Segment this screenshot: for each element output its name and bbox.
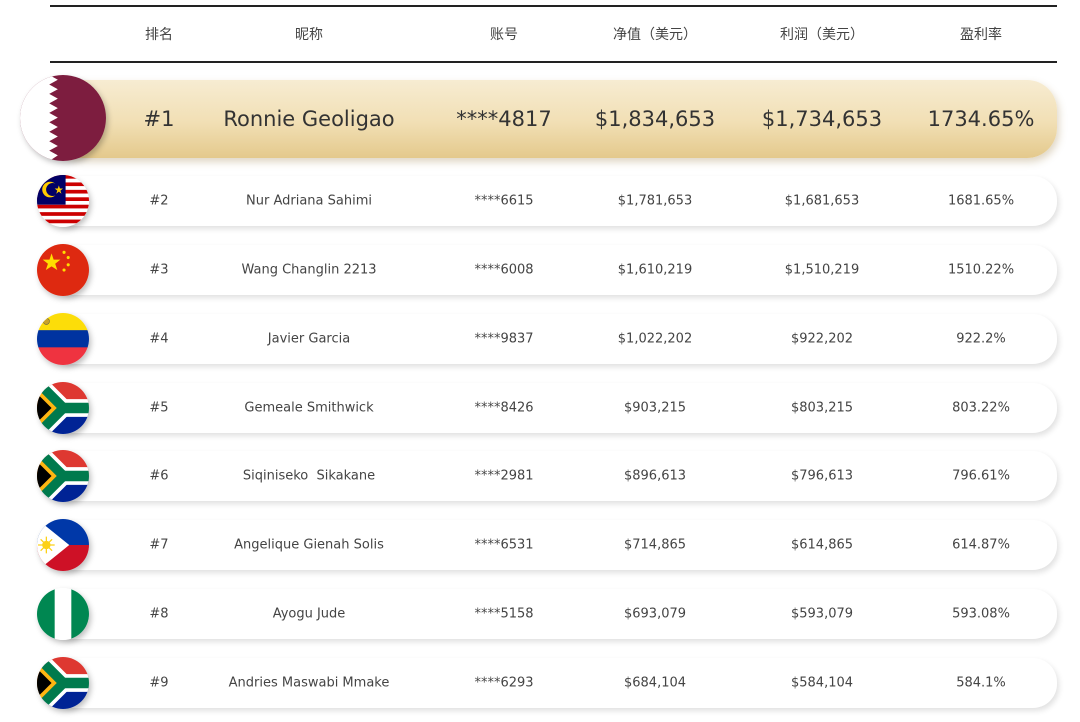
cell: $1,734,653 [761,107,883,131]
flag-art [37,657,89,710]
flag [20,75,106,161]
flag [37,175,89,227]
header-cell: 排名 [145,27,173,43]
cell: ****5158 [474,606,534,622]
cell: $693,079 [623,606,687,622]
cell: $803,215 [790,400,854,416]
cell: Ayogu Jude [272,606,346,622]
cell: #1 [143,107,175,131]
cell: #7 [149,537,169,553]
header-cell: 利润（美元） [780,27,864,43]
row: #9 Andries Maswabi Mmake ****6293 $684,104 $… [50,658,1057,709]
cell: $1,022,202 [617,331,693,347]
cell: 593.08% [952,606,1010,622]
row: #3 Wang Changlin 2213 ****6008 $1,610,219 $1… [50,244,1057,295]
cell: 796.61% [952,468,1010,484]
cell: 1510.22% [947,262,1015,278]
top-rule [50,5,1057,7]
cell: #3 [149,262,169,278]
flag-art [37,243,89,296]
cell: Andries Maswabi Mmake [228,675,390,691]
cell: #6 [149,468,169,484]
cell: $1,781,653 [617,193,693,209]
cell: $584,104 [790,675,854,691]
cell: ****4817 [456,107,552,131]
flag [37,588,89,641]
cell: $896,613 [623,468,687,484]
cell: ****8426 [474,400,534,416]
cell: Wang Changlin 2213 [241,262,377,278]
flag-art [37,312,89,365]
flag [37,657,89,710]
flag-art [37,381,89,434]
row: #5 Gemeale Smithwick ****8426 $903,215 $803,… [50,382,1057,433]
cell: $796,613 [790,468,854,484]
cell: $922,202 [790,331,854,347]
cell: $1,834,653 [594,107,716,131]
cell: 1681.65% [947,193,1015,209]
cell: #5 [149,400,169,416]
cell: ****6615 [474,193,534,209]
cell: ****6293 [474,675,534,691]
cell: 584.1% [956,675,1006,691]
row: #4 Javier Garcia ****9837 $1,022,202 $922,20… [50,313,1057,364]
flag [37,312,89,365]
cell: $614,865 [790,537,854,553]
header-rule [50,61,1057,63]
cell: $714,865 [623,537,687,553]
header-cell: 盈利率 [960,27,1002,43]
cell: Ronnie Geoligao [223,107,395,131]
cell: #2 [149,193,169,209]
row: #8 Ayogu Jude ****5158 $693,079 $593,079 593.… [50,589,1057,640]
header-cell: 昵称 [295,27,323,43]
cell: 922.2% [956,331,1006,347]
cell: ****6008 [474,262,534,278]
cell: $1,510,219 [784,262,860,278]
cell: #9 [149,675,169,691]
cell: $593,079 [790,606,854,622]
cell: $1,610,219 [617,262,693,278]
cell: $903,215 [623,400,687,416]
row: #2 Nur Adriana Sahimi ****6615 $1,781,653 $1… [50,176,1057,226]
cell: ****6531 [474,537,534,553]
cell: $684,104 [623,675,687,691]
cell: ****2981 [474,468,534,484]
cell: $1,681,653 [784,193,860,209]
flag [37,450,89,503]
cell: Nur Adriana Sahimi [246,193,372,209]
cell: Siqiniseko Sikakane [242,468,376,484]
flag [37,243,89,296]
flag-art [37,450,89,503]
flag-art [37,519,89,572]
cell: #4 [149,331,169,347]
cell: 803.22% [952,400,1010,416]
header-cell: 账号 [490,27,518,43]
flag-art [37,175,89,227]
cell: ****9837 [474,331,534,347]
cell: Javier Garcia [267,331,351,347]
flag-art [20,75,106,161]
header-cell: 净值（美元） [613,27,697,43]
cell: #8 [149,606,169,622]
row: #7 Angelique Gienah Solis ****6531 $714,865… [50,520,1057,571]
cell: 1734.65% [927,107,1035,131]
flag-art [37,588,89,641]
cell: 614.87% [952,537,1010,553]
flag [37,519,89,572]
cell: Angelique Gienah Solis [234,537,384,553]
flag [37,381,89,434]
top-row: #1 Ronnie Geoligao ****4817 $1,834,653 $1,73… [50,80,1057,158]
row: #6 Siqiniseko Sikakane ****2981 $896,613 $79… [50,451,1057,502]
cell: Gemeale Smithwick [244,400,374,416]
